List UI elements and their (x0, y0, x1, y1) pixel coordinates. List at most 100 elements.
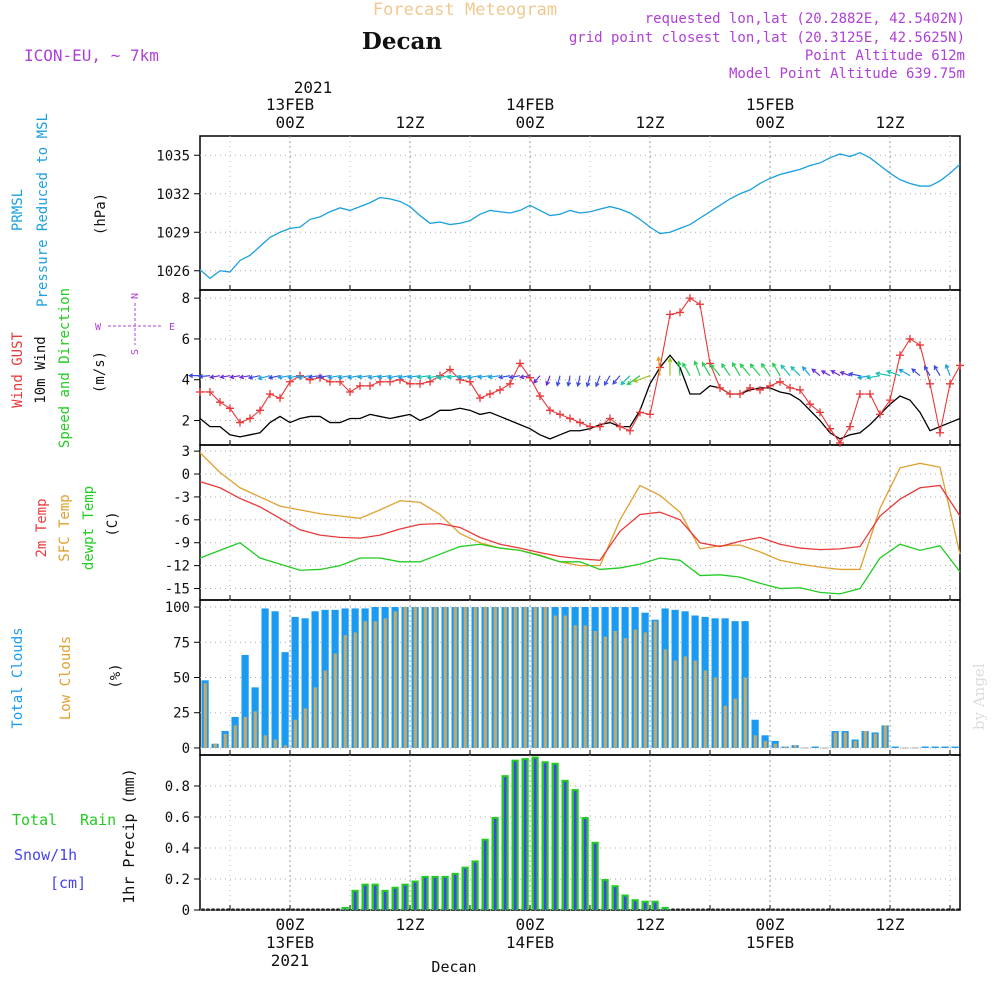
wind-arrow (533, 375, 541, 384)
label-precip-unit: 1hr Precip (mm) (120, 768, 138, 903)
total-cloud-bar (931, 746, 939, 748)
snow-bar (423, 877, 427, 910)
total-cloud-bar (281, 652, 289, 748)
low-cloud-bar (843, 732, 847, 748)
gust-marker (746, 383, 754, 392)
wind-arrow (545, 375, 551, 387)
wind-arrow (307, 374, 321, 380)
wind-arrow (209, 374, 221, 380)
bottom-time-label: 00Z (756, 915, 785, 934)
low-cloud-bar (603, 636, 607, 748)
bottom-date-label: 15FEB (746, 933, 794, 952)
snow-bar (493, 819, 497, 910)
panel-pressure: 1026 1029 1032 1035 (156, 135, 961, 291)
gust-marker (736, 390, 744, 399)
model-label: ICON-EU, ~ 7km (24, 46, 159, 65)
gust-marker (786, 383, 794, 392)
gust-marker (446, 365, 454, 374)
precip-ytick-label: 0.4 (165, 841, 190, 857)
snow-bar (573, 791, 577, 910)
watermark: by Angel (970, 663, 988, 730)
gust-marker (586, 422, 594, 431)
gust-marker (496, 385, 504, 394)
low-cloud-bar (563, 615, 567, 748)
gust-marker (536, 392, 544, 401)
low-cloud-bar (493, 607, 497, 748)
gust-marker (636, 408, 644, 417)
temp-frame (199, 444, 961, 601)
wind-arrow (257, 375, 271, 381)
wind-arrow (944, 363, 951, 376)
low-cloud-bar (333, 653, 337, 748)
gust-marker (856, 390, 864, 399)
wind-arrow (911, 368, 921, 377)
low-cloud-bar (393, 611, 397, 748)
label-wind-gust: Wind GUST (10, 332, 26, 408)
top-date-label: 13FEB (266, 95, 314, 114)
low-cloud-bar (233, 725, 237, 748)
wind-arrow (721, 362, 731, 377)
low-cloud-bar (473, 607, 477, 748)
low-cloud-bar (323, 670, 327, 748)
precip-ytick-label: 0.8 (165, 779, 190, 795)
snow-bar (373, 885, 377, 910)
low-cloud-bar (783, 746, 787, 748)
compass-north: N (130, 293, 141, 299)
bottom-date-label: 14FEB (506, 933, 554, 952)
wind-arrow (267, 374, 281, 380)
label-temp-unit: (C) (105, 511, 121, 536)
wind-speed-line (199, 354, 961, 440)
compass-south: S (130, 349, 141, 355)
low-cloud-bar (853, 740, 857, 748)
low-cloud-bar (253, 711, 257, 748)
wind-ytick-label: 6 (182, 332, 190, 348)
gust-marker (676, 308, 684, 317)
wind-arrow (519, 374, 531, 380)
wind-arrow (357, 374, 371, 380)
clouds-ytick-label: 75 (173, 635, 190, 651)
pressure-ytick-label: 1029 (156, 225, 190, 241)
gust-marker (866, 390, 874, 399)
wind-arrow (386, 374, 401, 380)
clouds-ytick-label: 50 (173, 671, 190, 687)
label-2m-temp: 2m Temp (34, 498, 50, 557)
low-cloud-bar (773, 743, 777, 748)
snow-bar (453, 874, 457, 910)
gust-marker (476, 394, 484, 403)
wind-arrow (407, 374, 421, 380)
gust-marker (706, 359, 714, 368)
bottom-time-label: 00Z (276, 915, 305, 934)
top-year-label: 2021 (294, 78, 333, 97)
low-cloud-bar (313, 687, 317, 748)
snow-bar (343, 908, 347, 910)
sfc-temp-line (199, 452, 961, 571)
low-cloud-bar (293, 719, 297, 748)
pressure-ytick-label: 1035 (156, 148, 190, 164)
low-cloud-bar (543, 607, 547, 748)
wind-ytick-label: 8 (182, 291, 190, 307)
low-cloud-bar (763, 740, 767, 748)
snow-bar (603, 881, 607, 910)
wind-arrow (397, 374, 411, 380)
requested-coords: requested lon,lat (20.2882E, 42.5402N) (645, 11, 965, 27)
gust-marker (486, 390, 494, 399)
pressure-ytick-label: 1026 (156, 264, 190, 280)
snow-bar (353, 891, 357, 910)
gust-marker (216, 398, 224, 407)
low-cloud-bar (883, 725, 887, 748)
low-cloud-bar (573, 625, 577, 748)
wind-arrow (247, 374, 261, 380)
low-cloud-bar (523, 607, 527, 748)
gust-marker (336, 377, 344, 386)
total-cloud-bar (241, 654, 249, 748)
gust-marker (606, 414, 614, 423)
low-cloud-bar (513, 607, 517, 748)
top-time-label: 00Z (516, 113, 545, 132)
label-total-clouds: Total Clouds (10, 627, 26, 728)
label-rain: Rain (80, 811, 116, 829)
low-cloud-bar (693, 660, 697, 748)
wind-arrow (287, 374, 301, 380)
wind-arrow (337, 374, 351, 380)
low-cloud-bar (673, 660, 677, 748)
wind-arrow (693, 360, 701, 376)
